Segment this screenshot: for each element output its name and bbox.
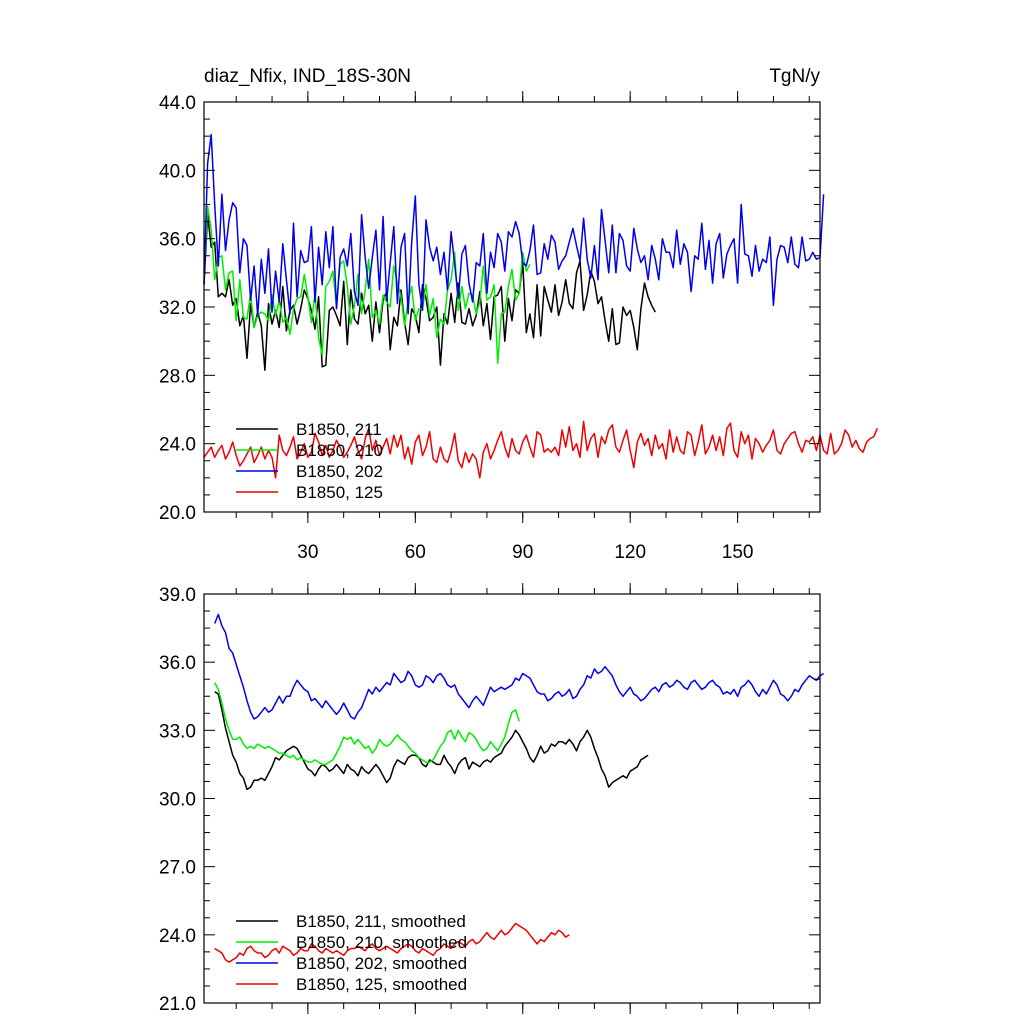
legend-label: B1850, 211 xyxy=(296,420,382,439)
y-tick-label: 20.0 xyxy=(159,503,196,524)
legend-label: B1850, 210 xyxy=(296,441,383,460)
legend-label: B1850, 202 xyxy=(296,462,383,481)
units-label: TgN/y xyxy=(769,66,820,87)
chart-title: diaz_Nfix, IND_18S-30N xyxy=(204,66,411,87)
series-line-1-panel-1 xyxy=(203,214,656,371)
y-tick-label: 36.0 xyxy=(159,230,196,251)
x-tick-label: 30 xyxy=(297,542,318,563)
bottom-panel: 21.0 24.0 27.0 30.0 33.0 36.0 39.0 B1850, 211, … xyxy=(159,583,825,1015)
series-line-1-panel-2 xyxy=(214,691,649,791)
x-tick-label: 150 xyxy=(722,542,754,563)
series-line-3-panel-2 xyxy=(214,613,825,720)
x-tick-label: 60 xyxy=(405,542,426,563)
series-line-2-panel-2 xyxy=(214,682,520,766)
series-line-4-panel-1 xyxy=(203,420,878,479)
x-tick-label: 90 xyxy=(512,542,533,563)
y-tick-label: 24.0 xyxy=(159,926,196,947)
y-tick-label: 39.0 xyxy=(159,585,196,606)
series-line-3-panel-1 xyxy=(203,133,825,317)
y-tick-label: 27.0 xyxy=(159,858,196,879)
legend-label: B1850, 125, smoothed xyxy=(296,975,467,994)
y-tick-label: 30.0 xyxy=(159,790,196,811)
y-tick-label: 24.0 xyxy=(159,435,196,456)
legend-label: B1850, 210, smoothed xyxy=(296,933,467,952)
legend-label: B1850, 125 xyxy=(296,483,383,502)
y-tick-label: 21.0 xyxy=(159,994,196,1015)
top-panel: 20.0 24.0 28.0 32.0 36.0 40.0 44.0 30 60 90 120 150… xyxy=(159,66,878,563)
y-tick-label: 33.0 xyxy=(159,721,196,742)
x-tick-label: 120 xyxy=(614,542,646,563)
series-line-4-panel-2 xyxy=(214,922,570,963)
y-tick-label: 28.0 xyxy=(159,366,196,387)
y-tick-label: 32.0 xyxy=(159,298,196,319)
legend-label: B1850, 202, smoothed xyxy=(296,954,467,973)
y-tick-label: 36.0 xyxy=(159,653,196,674)
y-tick-label: 40.0 xyxy=(159,161,196,182)
legend-label: B1850, 211, smoothed xyxy=(296,912,466,931)
y-tick-label: 44.0 xyxy=(159,93,196,114)
